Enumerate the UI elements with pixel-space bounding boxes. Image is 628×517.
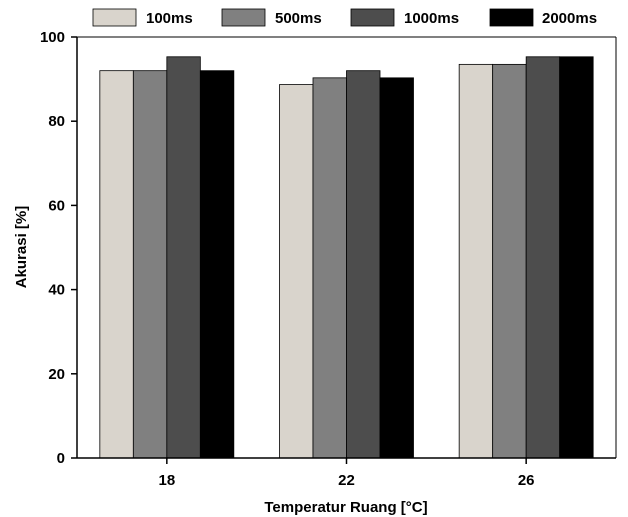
legend-swatch [221,8,266,27]
y-tick-label: 0 [57,450,65,467]
bar-1000ms-26 [525,56,561,459]
y-tick-label: 40 [48,282,65,299]
legend-item-500ms: 500ms [221,8,322,27]
x-axis: 18 22 26 [158,458,535,489]
y-tick-label: 100 [40,29,65,46]
bar-2000ms-22 [379,77,414,459]
bar-1000ms-22 [346,70,381,459]
legend-label: 100ms [146,10,193,27]
legend: 100ms 500ms 1000ms 2000ms [92,8,597,27]
bar-500ms-22 [312,77,347,459]
bar-1000ms-18 [166,56,201,459]
legend-item-1000ms: 1000ms [350,8,459,27]
legend-label: 1000ms [404,10,459,27]
bar-500ms-26 [492,63,527,459]
legend-item-100ms: 100ms [92,8,193,27]
x-axis-title: Temperatur Ruang [°C] [264,499,427,516]
x-tick-label: 26 [518,472,535,489]
y-tick-label: 80 [48,113,65,130]
y-tick-label: 20 [48,366,65,383]
bar-2000ms-26 [559,56,594,459]
bar-100ms-18 [99,70,134,459]
legend-swatch [350,8,395,27]
legend-swatch [489,8,534,27]
bars [99,56,594,459]
bar-2000ms-18 [199,70,235,459]
x-tick-label: 18 [158,472,175,489]
legend-label: 2000ms [542,10,597,27]
y-tick-label: 60 [48,197,65,214]
legend-label: 500ms [275,10,322,27]
bar-100ms-26 [458,63,494,459]
legend-item-2000ms: 2000ms [489,8,597,27]
bar-500ms-18 [132,70,168,459]
y-axis: 0 20 40 60 80 100 [40,29,77,467]
bar-100ms-22 [279,84,314,459]
y-axis-title: Akurasi [%] [13,206,30,289]
legend-swatch [92,8,137,27]
x-tick-label: 22 [338,472,355,489]
